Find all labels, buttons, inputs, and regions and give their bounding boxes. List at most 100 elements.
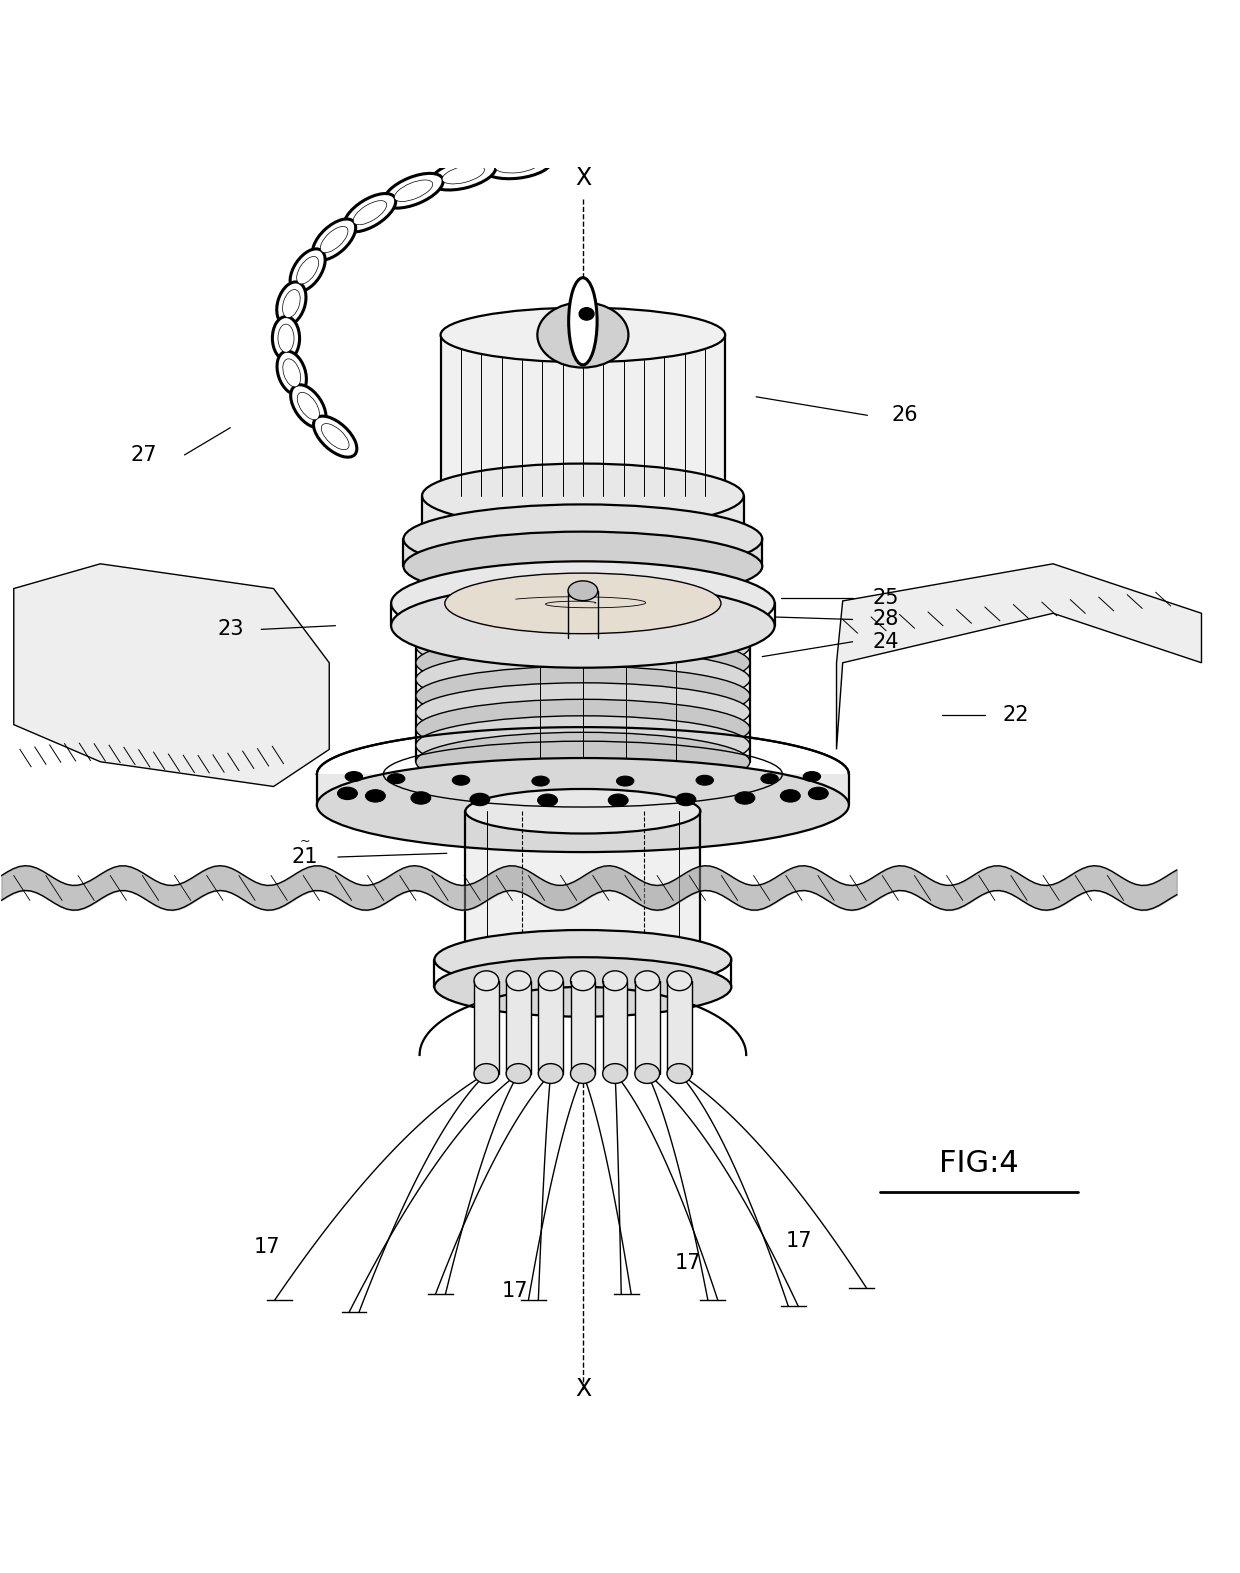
Ellipse shape (696, 775, 713, 785)
Text: ~: ~ (299, 835, 310, 848)
Text: 26: 26 (892, 406, 918, 425)
Ellipse shape (353, 201, 387, 225)
Text: 24: 24 (873, 632, 899, 651)
Ellipse shape (384, 173, 443, 208)
Ellipse shape (780, 790, 800, 802)
Text: 23: 23 (217, 620, 243, 639)
Ellipse shape (443, 165, 485, 184)
Ellipse shape (415, 650, 750, 709)
Ellipse shape (430, 159, 496, 190)
Ellipse shape (391, 584, 775, 667)
Ellipse shape (290, 249, 325, 291)
Ellipse shape (391, 562, 775, 645)
Ellipse shape (569, 278, 598, 365)
Ellipse shape (410, 791, 430, 804)
Ellipse shape (312, 219, 356, 260)
Ellipse shape (603, 1063, 627, 1084)
Ellipse shape (474, 1063, 498, 1084)
Ellipse shape (667, 1063, 692, 1084)
Ellipse shape (538, 794, 558, 807)
Ellipse shape (465, 938, 701, 982)
Ellipse shape (290, 385, 326, 428)
Ellipse shape (345, 193, 396, 231)
Text: 17: 17 (786, 1230, 812, 1251)
Ellipse shape (495, 156, 539, 173)
Polygon shape (14, 563, 330, 786)
Ellipse shape (277, 351, 306, 395)
Ellipse shape (403, 505, 763, 574)
Ellipse shape (415, 617, 750, 676)
Ellipse shape (277, 282, 306, 326)
Text: 27: 27 (130, 445, 157, 466)
Ellipse shape (506, 1063, 531, 1084)
Polygon shape (506, 980, 531, 1073)
Polygon shape (603, 980, 627, 1073)
Polygon shape (635, 980, 660, 1073)
Ellipse shape (579, 308, 594, 319)
Text: X: X (575, 167, 591, 190)
Ellipse shape (570, 1063, 595, 1084)
Ellipse shape (278, 324, 294, 352)
Ellipse shape (532, 775, 549, 786)
Polygon shape (403, 540, 763, 566)
Ellipse shape (465, 790, 701, 834)
Ellipse shape (345, 772, 362, 782)
Polygon shape (422, 495, 744, 540)
Ellipse shape (474, 971, 498, 991)
Ellipse shape (415, 700, 750, 758)
Ellipse shape (616, 775, 634, 786)
Ellipse shape (415, 683, 750, 742)
Ellipse shape (667, 971, 692, 991)
Ellipse shape (635, 971, 660, 991)
Text: FIG:4: FIG:4 (939, 1150, 1019, 1178)
Ellipse shape (538, 1063, 563, 1084)
Ellipse shape (434, 930, 732, 989)
Ellipse shape (415, 584, 750, 643)
Ellipse shape (415, 634, 750, 692)
Ellipse shape (603, 971, 627, 991)
Polygon shape (465, 812, 701, 960)
Ellipse shape (440, 308, 725, 362)
Ellipse shape (568, 580, 598, 601)
Text: 25: 25 (873, 588, 899, 609)
Text: 17: 17 (675, 1252, 702, 1273)
Polygon shape (415, 613, 750, 761)
Ellipse shape (635, 1063, 660, 1084)
Ellipse shape (337, 786, 357, 799)
Ellipse shape (403, 532, 763, 601)
Ellipse shape (415, 601, 750, 659)
Ellipse shape (296, 256, 319, 285)
Polygon shape (837, 563, 1202, 749)
Text: 17: 17 (254, 1236, 280, 1257)
Polygon shape (667, 980, 692, 1073)
Ellipse shape (538, 971, 563, 991)
Ellipse shape (273, 316, 300, 360)
Polygon shape (538, 980, 563, 1073)
Ellipse shape (506, 971, 531, 991)
Polygon shape (474, 980, 498, 1073)
Text: X: X (575, 1378, 591, 1402)
Ellipse shape (415, 716, 750, 775)
Ellipse shape (537, 302, 629, 368)
Ellipse shape (434, 958, 732, 1016)
Ellipse shape (394, 179, 433, 201)
Ellipse shape (609, 794, 629, 807)
Ellipse shape (453, 775, 470, 785)
Ellipse shape (320, 227, 348, 253)
Text: 22: 22 (1003, 705, 1029, 725)
Ellipse shape (482, 151, 552, 179)
Ellipse shape (440, 469, 725, 522)
Ellipse shape (735, 791, 755, 804)
Text: 28: 28 (873, 609, 899, 629)
Ellipse shape (388, 774, 404, 783)
Ellipse shape (415, 667, 750, 725)
Ellipse shape (321, 423, 348, 450)
Ellipse shape (445, 573, 720, 634)
Ellipse shape (422, 507, 744, 571)
Ellipse shape (804, 772, 821, 782)
Text: 17: 17 (502, 1282, 528, 1301)
Polygon shape (317, 774, 849, 805)
Ellipse shape (676, 793, 696, 805)
Ellipse shape (808, 786, 828, 799)
Polygon shape (570, 980, 595, 1073)
